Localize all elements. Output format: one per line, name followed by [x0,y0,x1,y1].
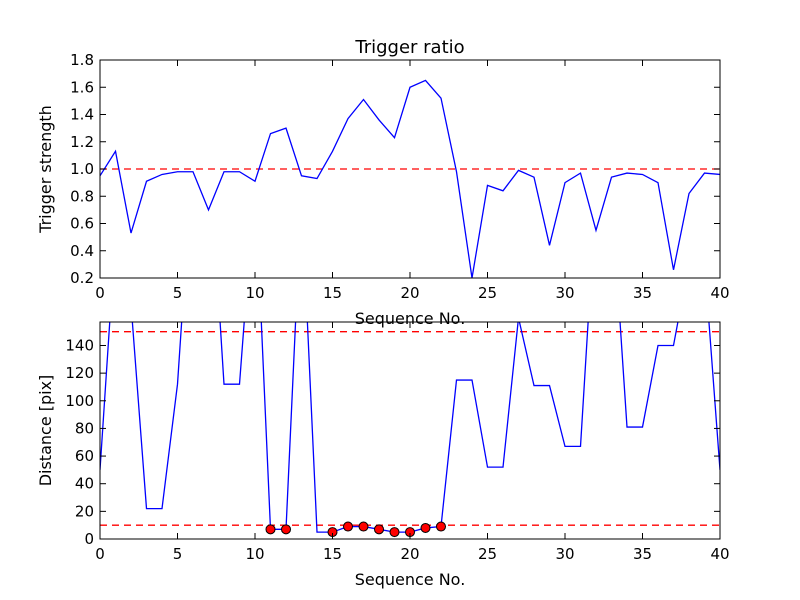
x-tick-label: 25 [478,545,497,563]
distance-chart: 0 5 10 15 20 25 30 35 40 0 20 40 60 80 100 120 140 Seque… [36,321,730,589]
x-tick-label: 30 [555,284,574,302]
x-tick-label: 40 [710,545,729,563]
y-tick-label: 0.6 [70,215,94,233]
data-marker [343,521,353,532]
y-tick-label: 20 [75,502,94,520]
y-tick-label: 80 [75,419,94,437]
x-tick-label: 0 [95,545,105,563]
y-tick-label: 1.6 [70,78,94,96]
data-marker [436,521,446,532]
y-tick-label: 40 [75,475,94,493]
x-tick-label: 5 [173,284,183,302]
x-tick-label: 20 [400,545,419,563]
y-tick-label: 0 [84,530,94,548]
series-line-1-0 [100,322,720,533]
data-marker [420,522,431,533]
x-axis-label-0: Sequence No. [355,309,466,328]
data-marker [389,527,400,538]
y-tick-label: 0.8 [70,187,94,205]
y-tick-label: 0.2 [70,269,94,287]
x-tick-label: 10 [245,284,264,302]
data-marker [358,521,369,532]
x-axis-label-1: Sequence No. [355,570,466,589]
x-tick-label: 40 [710,284,729,302]
y-tick-label: 1.8 [70,51,94,69]
ticks-1: 0 5 10 15 20 25 30 35 40 0 20 40 60 80 100 120 140 [65,322,730,563]
plot-area-0 [100,79,720,278]
y-tick-label: 60 [75,447,94,465]
x-tick-label: 15 [323,545,342,563]
ticks-0: 0 5 10 15 20 25 30 35 40 0.2 0.4 0.6 0.8 1.0 1.2 1.4 1.6… [70,51,729,302]
axes-frame-0 [99,59,721,279]
x-tick-label: 10 [245,545,264,563]
x-tick-label: 35 [633,284,652,302]
y-tick-label: 1.0 [70,160,94,178]
y-tick-label: 140 [65,336,94,354]
y-tick-label: 1.2 [70,133,94,151]
x-tick-label: 30 [555,545,574,563]
x-tick-label: 35 [633,545,652,563]
x-tick-label: 5 [173,545,183,563]
chart-title: Trigger ratio [354,37,464,58]
data-marker [281,524,291,535]
x-tick-label: 0 [95,284,105,302]
trigger-ratio-chart: 0 5 10 15 20 25 30 35 40 0.2 0.4 0.6 0.8 1.0 1.2 1.4 1.6… [36,37,730,328]
axes-frame-1 [99,321,721,540]
series-line-0-0 [100,79,720,278]
data-marker [374,524,384,535]
x-tick-label: 20 [400,284,419,302]
y-tick-label: 1.4 [70,106,94,124]
plot-area-1 [100,322,720,538]
y-tick-label: 120 [65,364,94,382]
x-tick-label: 25 [478,284,497,302]
data-marker [265,524,276,535]
y-tick-label: 0.4 [70,242,94,260]
y-tick-label: 100 [65,392,94,410]
y-axis-label-0: Trigger strength [36,105,55,234]
y-axis-label-1: Distance [pix] [36,375,55,487]
x-tick-label: 15 [323,284,342,302]
